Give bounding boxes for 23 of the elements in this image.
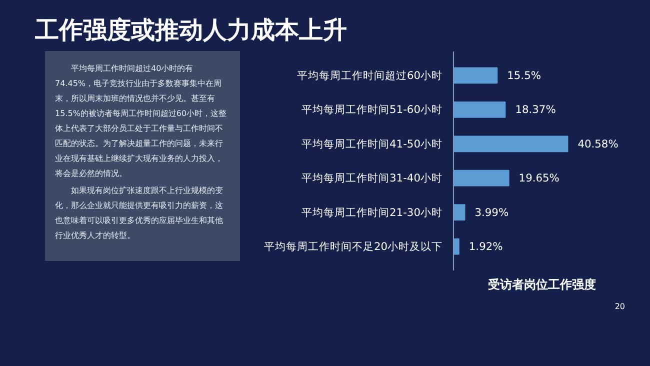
y-tick-label: 平均每周工作时间41-50小时: [302, 137, 443, 150]
text: 如果现有岗位扩张速度跟不上行业规模的变化，那么企业就只能提供更有吸引力的薪资，这也意味着可以吸引更多优秀的应届毕业生和其他行业优秀人才的转型。: [55, 185, 224, 242]
bar: [454, 204, 466, 221]
data-label: 19.65%: [518, 172, 560, 185]
text: 受访者岗位工作强度: [487, 278, 596, 292]
data-label: 15.5%: [507, 68, 541, 82]
y-tick-label: 平均每周工作时间21-30小时: [302, 206, 443, 219]
y-tick-label: 平均每周工作时间51-60小时: [302, 103, 443, 116]
y-tick-label: 平均每周工作时间超过60小时: [296, 68, 443, 82]
data-label: 1.92%: [468, 240, 503, 254]
data-label: 40.58%: [578, 137, 618, 150]
text: 工作强度或推动人力成本上升: [35, 15, 347, 46]
bar: [454, 67, 498, 84]
bar: [454, 101, 506, 118]
data-label: 18.37%: [515, 103, 556, 116]
text: 20: [614, 301, 625, 312]
text: 平均每周工作时间超过40小时的有74.45%，电子竞技行业由于多数赛事集中在周末，所以周末加班的情况也并不少见。甚至有15.5%的被访者每周工作时间超过60小时，这整体上代表了大部分员工处于工作量与工作时间不匹配的状态。为了解决超量工作的问题，未来行业在现有基础上继续扩大现有业务的人力投入，将会是必然的情况。: [55, 63, 228, 180]
y-tick-label: 平均每周工作时间31-40小时: [302, 172, 443, 185]
bar: [454, 238, 460, 255]
bar: [454, 136, 568, 152]
bar: [454, 170, 510, 186]
data-label: 3.99%: [474, 206, 509, 219]
y-tick-label: 平均每周工作时间不足20小时及以下: [264, 240, 443, 254]
